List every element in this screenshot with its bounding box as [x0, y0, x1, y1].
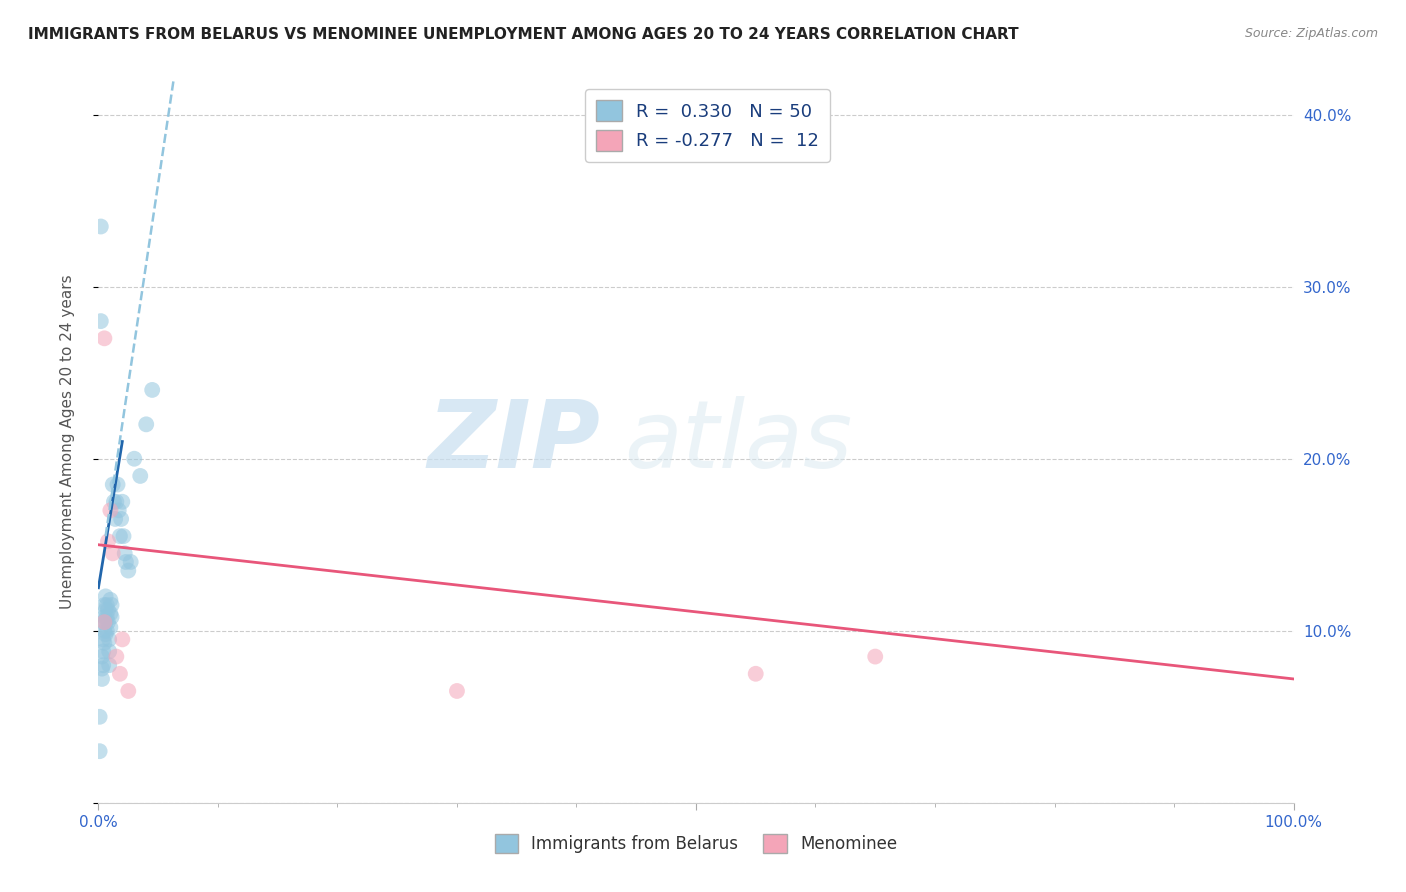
Point — [91, 658, 114, 673]
Point — [91, 632, 114, 647]
Point — [93, 610, 115, 624]
Point — [93, 331, 115, 345]
Point — [107, 477, 129, 491]
Point — [93, 598, 115, 612]
Point — [135, 417, 157, 432]
Point — [103, 494, 125, 508]
Point — [108, 666, 131, 681]
Point — [97, 603, 120, 617]
Point — [94, 603, 117, 617]
Point — [98, 592, 122, 607]
Point — [745, 666, 768, 681]
Point — [117, 684, 139, 698]
Point — [98, 632, 121, 647]
Point — [105, 649, 128, 664]
Y-axis label: Unemployment Among Ages 20 to 24 years: Unemployment Among Ages 20 to 24 years — [60, 274, 75, 609]
Point — [98, 607, 122, 621]
Point — [141, 383, 163, 397]
Legend: Immigrants from Belarus, Menominee: Immigrants from Belarus, Menominee — [488, 827, 904, 860]
Point — [100, 610, 122, 624]
Point — [90, 314, 112, 328]
Point — [91, 649, 114, 664]
Point — [111, 632, 134, 647]
Text: ZIP: ZIP — [427, 395, 600, 488]
Text: atlas: atlas — [624, 396, 852, 487]
Point — [98, 658, 121, 673]
Point — [112, 529, 135, 543]
Point — [89, 744, 111, 758]
Point — [89, 710, 111, 724]
Point — [94, 615, 117, 630]
Point — [98, 644, 121, 658]
Point — [114, 546, 136, 560]
Point — [120, 555, 142, 569]
Point — [91, 644, 114, 658]
Point — [91, 615, 114, 630]
Point — [98, 620, 122, 634]
Point — [93, 615, 115, 630]
Point — [91, 662, 114, 676]
Point — [101, 477, 124, 491]
Point — [865, 649, 887, 664]
Point — [96, 624, 118, 638]
Point — [108, 529, 131, 543]
Point — [97, 615, 120, 630]
Point — [111, 494, 134, 508]
Point — [96, 598, 118, 612]
Point — [446, 684, 468, 698]
Text: IMMIGRANTS FROM BELARUS VS MENOMINEE UNEMPLOYMENT AMONG AGES 20 TO 24 YEARS CORR: IMMIGRANTS FROM BELARUS VS MENOMINEE UNE… — [28, 27, 1019, 42]
Point — [104, 512, 127, 526]
Point — [100, 598, 122, 612]
Point — [94, 627, 117, 641]
Point — [124, 451, 146, 466]
Point — [129, 469, 152, 483]
Point — [101, 546, 124, 560]
Point — [107, 503, 129, 517]
Point — [90, 219, 112, 234]
Point — [93, 624, 115, 638]
Point — [110, 512, 132, 526]
Point — [94, 590, 117, 604]
Text: Source: ZipAtlas.com: Source: ZipAtlas.com — [1244, 27, 1378, 40]
Point — [97, 534, 120, 549]
Point — [117, 564, 139, 578]
Point — [91, 672, 114, 686]
Point — [93, 636, 115, 650]
Point — [115, 555, 138, 569]
Point — [98, 503, 122, 517]
Point — [105, 494, 128, 508]
Point — [96, 610, 118, 624]
